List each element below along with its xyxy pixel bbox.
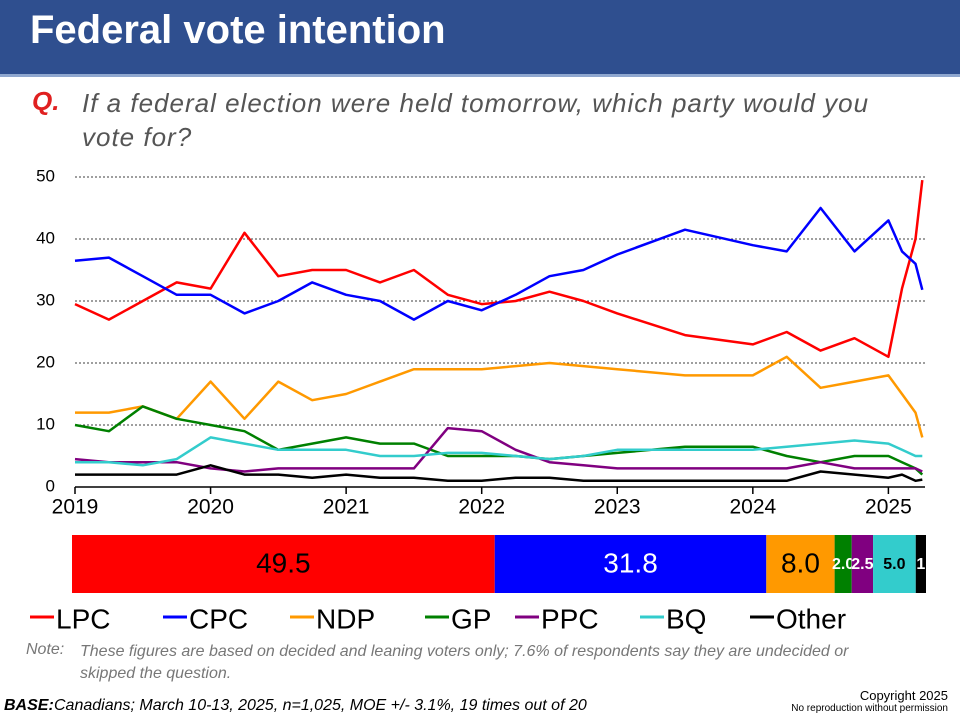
bar-segment	[834, 535, 852, 593]
series-line	[75, 436, 923, 467]
x-tick-label: 2021	[323, 496, 370, 519]
y-tick-label: 20	[36, 352, 55, 371]
x-tick-label: 2024	[729, 496, 776, 519]
base: Canadians; March 10-13, 2025, n=1,025, M…	[54, 697, 587, 714]
x-tick-label: 2022	[458, 496, 505, 519]
question: If a federal election were held tomorrow…	[82, 88, 870, 152]
bar-segment	[766, 535, 835, 593]
question-label: Q.	[32, 86, 60, 116]
bar-label: 49.5	[256, 547, 311, 578]
rights: No reproduction without permission	[791, 703, 948, 714]
series-line	[74, 206, 924, 321]
x-tick-label: 2020	[187, 496, 234, 519]
base-label: BASE:	[4, 697, 54, 714]
x-tick-label: 2025	[865, 496, 912, 519]
bar-label: 5.0	[883, 556, 905, 573]
bar-label: 1	[916, 556, 925, 573]
series-line	[74, 405, 924, 476]
bar-label: 2.0	[832, 556, 854, 573]
x-tick-label: 2023	[594, 496, 641, 519]
legend-label: PPC	[541, 603, 599, 634]
bar-segment	[915, 535, 926, 593]
legend-label: GP	[451, 603, 491, 634]
page-title: Federal vote intention	[30, 8, 446, 52]
banner	[0, 0, 960, 77]
legend-label: CPC	[189, 603, 248, 634]
y-tick-label: 10	[36, 414, 55, 433]
y-tick-label: 30	[36, 290, 55, 309]
bar-label: 2.5	[851, 556, 873, 573]
bar-segment	[851, 535, 874, 593]
x-tick-label: 2019	[52, 496, 99, 519]
y-tick-label: 50	[36, 166, 55, 185]
copyright: Copyright 2025	[859, 688, 948, 703]
y-tick-label: 40	[36, 228, 55, 247]
legend-label: BQ	[666, 603, 706, 634]
legend-label: LPC	[56, 603, 110, 634]
bar-segment	[494, 535, 767, 593]
series-line	[75, 355, 924, 438]
bar-label: 31.8	[603, 547, 658, 578]
series-line	[75, 464, 923, 483]
note-label: Note:	[26, 641, 65, 658]
bar-segment	[72, 535, 495, 593]
y-tick-label: 0	[46, 476, 55, 495]
bar-segment	[873, 535, 916, 593]
note: These figures are based on decided and l…	[80, 643, 849, 682]
series-line	[74, 426, 923, 473]
legend-label: Other	[776, 603, 846, 634]
bar-label: 8.0	[781, 547, 820, 578]
series-line	[74, 179, 924, 359]
legend-label: NDP	[316, 603, 375, 634]
